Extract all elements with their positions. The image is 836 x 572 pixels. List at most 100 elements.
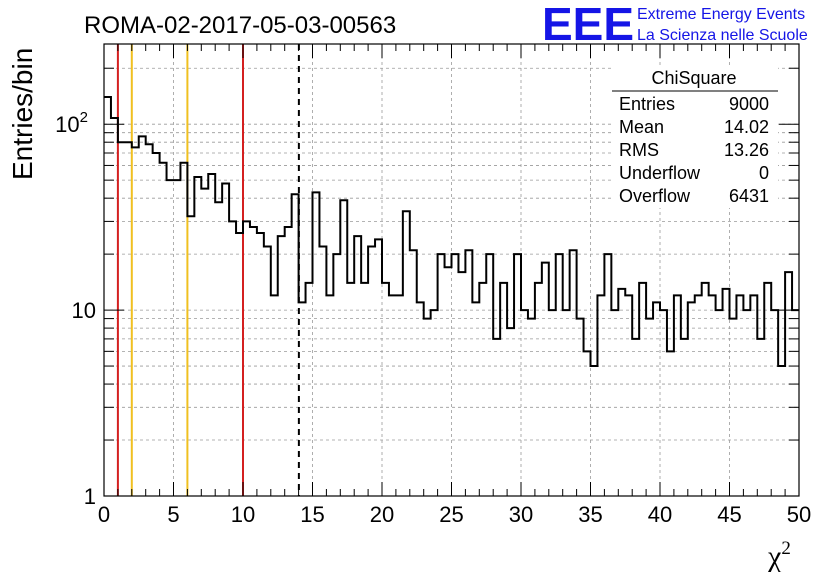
- x-tick-label: 40: [648, 502, 672, 527]
- histogram-bin: [521, 310, 528, 496]
- histogram-bin: [306, 283, 313, 496]
- histogram-bin: [222, 183, 229, 496]
- stats-row-label: Entries: [619, 94, 675, 114]
- y-tick-label: 102: [55, 109, 88, 137]
- histogram-bin: [458, 272, 465, 496]
- histogram-bin: [493, 339, 500, 496]
- histogram-bin: [563, 310, 570, 496]
- histogram-bin: [688, 302, 695, 496]
- histogram-bin: [243, 221, 250, 496]
- histogram-bin: [354, 236, 361, 496]
- eee-logo: EEE Extreme Energy Events La Scienza nel…: [542, 0, 808, 50]
- histogram-bin: [278, 236, 285, 496]
- x-tick-label: 20: [370, 502, 394, 527]
- x-axis-label-exponent: 2: [781, 538, 791, 559]
- y-tick-label-base: 10: [55, 112, 79, 137]
- eee-logo-mark: EEE: [542, 0, 634, 50]
- stats-row-value: 9000: [729, 94, 769, 114]
- histogram-bin: [361, 283, 368, 496]
- y-axis-label: Entries/bin: [7, 48, 38, 180]
- x-tick-label: 30: [509, 502, 533, 527]
- histogram-bin: [591, 366, 598, 496]
- stats-row-value: 13.26: [724, 140, 769, 160]
- stats-row-value: 14.02: [724, 117, 769, 137]
- histogram-bin: [340, 200, 347, 496]
- histogram-bin: [681, 339, 688, 496]
- histogram-bin: [646, 319, 653, 496]
- y-tick-label-base: 10: [72, 298, 96, 323]
- histogram-bin: [709, 295, 716, 496]
- x-tick-label: 50: [787, 502, 811, 527]
- histogram-bin: [723, 289, 730, 496]
- histogram-bin: [271, 295, 278, 496]
- logo-line-2: La Scienza nelle Scuole: [637, 27, 808, 44]
- histogram-bin: [702, 283, 709, 496]
- histogram-bin: [750, 295, 757, 496]
- histogram-bin: [514, 254, 521, 496]
- histogram-bin: [333, 254, 340, 496]
- histogram-bin: [757, 339, 764, 496]
- histogram-bin: [382, 283, 389, 496]
- chart-title: ROMA-02-2017-05-03-00563: [84, 12, 396, 39]
- histogram-bin: [452, 254, 459, 496]
- histogram-bin: [792, 310, 799, 496]
- histogram-bin: [528, 319, 535, 496]
- histogram-bin: [632, 339, 639, 496]
- histogram-bin: [486, 254, 493, 496]
- histogram-bin: [556, 254, 563, 496]
- histogram-bin: [389, 295, 396, 496]
- histogram-bin: [604, 254, 611, 496]
- histogram-bin: [139, 136, 146, 496]
- stats-box-background: [612, 66, 778, 208]
- x-tick-label: 10: [231, 502, 255, 527]
- histogram-bin: [201, 189, 208, 496]
- histogram-bin: [674, 295, 681, 496]
- histogram-bin: [535, 283, 542, 496]
- histogram-bin: [577, 319, 584, 496]
- x-axis-label: χ2: [767, 538, 791, 572]
- histogram-bin: [229, 221, 236, 496]
- histogram-bin: [639, 283, 646, 496]
- histogram-bin: [236, 233, 243, 496]
- histogram-bin: [250, 227, 257, 496]
- histogram-bin: [111, 118, 118, 496]
- histogram-bin: [104, 97, 111, 496]
- grid-lines: [104, 44, 799, 496]
- histogram-bin: [625, 295, 632, 496]
- histogram-bin: [153, 153, 160, 496]
- histogram-bin: [132, 147, 139, 496]
- stats-row-label: Underflow: [619, 163, 701, 183]
- histogram-bin: [403, 211, 410, 496]
- histogram-bin: [618, 289, 625, 496]
- histogram-bin: [542, 263, 549, 496]
- x-tick-label: 0: [98, 502, 110, 527]
- x-tick-label: 15: [300, 502, 324, 527]
- y-tick-label-base: 1: [84, 484, 96, 509]
- histogram-bin: [299, 302, 306, 496]
- histogram-bin: [368, 246, 375, 496]
- histogram-bin: [500, 283, 507, 496]
- histogram-bin: [347, 283, 354, 496]
- histogram-bin: [438, 254, 445, 496]
- histogram-bin: [264, 246, 271, 496]
- histogram-bin: [194, 177, 201, 496]
- logo-line-1: Extreme Energy Events: [637, 6, 805, 23]
- histogram-bin: [597, 295, 604, 496]
- x-axis-label-symbol: χ: [767, 540, 782, 572]
- y-tick-label: 1: [84, 484, 96, 509]
- stats-row-label: RMS: [619, 140, 659, 160]
- histogram-bin: [570, 250, 577, 496]
- x-tick-labels: 0 5 10 15 20 25 30 35 40 45 50: [98, 502, 811, 527]
- histogram-bin: [507, 328, 514, 496]
- histogram-bin: [285, 227, 292, 496]
- x-tick-label: 5: [167, 502, 179, 527]
- histogram-bin: [771, 310, 778, 496]
- histogram-bin: [667, 351, 674, 496]
- stats-row-label: Overflow: [619, 186, 691, 206]
- histogram-bin: [660, 310, 667, 496]
- histogram-bin: [410, 250, 417, 496]
- histogram-bin: [764, 283, 771, 496]
- histogram-bin: [319, 246, 326, 496]
- histogram-bin: [146, 144, 153, 496]
